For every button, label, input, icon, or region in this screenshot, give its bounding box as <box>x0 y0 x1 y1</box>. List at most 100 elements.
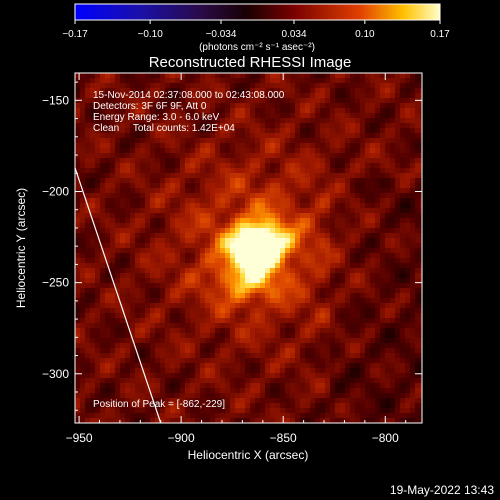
heatmap-cell <box>275 138 280 143</box>
heatmap-cell <box>245 353 250 358</box>
heatmap-cell <box>235 283 240 288</box>
heatmap-cell <box>125 93 130 98</box>
colorbar-tick-label: −0.17 <box>62 29 88 40</box>
heatmap-cell <box>180 98 185 103</box>
heatmap-cell <box>135 118 140 123</box>
heatmap-cell <box>155 198 160 203</box>
heatmap-cell <box>200 408 205 413</box>
heatmap-cell <box>130 83 135 88</box>
heatmap-cell <box>180 333 185 338</box>
heatmap-cell <box>195 128 200 133</box>
heatmap-cell <box>360 263 365 268</box>
heatmap-cell <box>100 253 105 258</box>
heatmap-cell <box>370 128 375 133</box>
heatmap-cell <box>210 118 215 123</box>
heatmap-cell <box>175 73 180 78</box>
heatmap-cell <box>375 123 380 128</box>
heatmap-cell <box>325 173 330 178</box>
heatmap-cell <box>75 343 80 348</box>
heatmap-cell <box>370 113 375 118</box>
heatmap-cell <box>250 403 255 408</box>
heatmap-cell <box>150 363 155 368</box>
heatmap-cell <box>400 123 405 128</box>
heatmap-cell <box>125 138 130 143</box>
heatmap-cell <box>415 283 420 288</box>
heatmap-cell <box>230 253 235 258</box>
heatmap-cell <box>305 123 310 128</box>
heatmap-cell <box>350 88 355 93</box>
heatmap-cell <box>170 348 175 353</box>
heatmap-cell <box>390 333 395 338</box>
heatmap-cell <box>215 353 220 358</box>
heatmap-cell <box>115 408 120 413</box>
heatmap-cell <box>270 288 275 293</box>
heatmap-cell <box>110 383 115 388</box>
heatmap-cell <box>150 133 155 138</box>
heatmap-cell <box>85 358 90 363</box>
heatmap-cell <box>300 133 305 138</box>
heatmap-cell <box>90 293 95 298</box>
heatmap-cell <box>150 398 155 403</box>
heatmap-cell <box>250 313 255 318</box>
annotation-energy-range: Energy Range: 3.0 - 6.0 keV <box>93 112 220 123</box>
heatmap-cell <box>375 93 380 98</box>
heatmap-cell <box>215 273 220 278</box>
heatmap-cell <box>315 123 320 128</box>
heatmap-cell <box>305 318 310 323</box>
heatmap-cell <box>85 298 90 303</box>
heatmap-cell <box>260 213 265 218</box>
heatmap-cell <box>135 98 140 103</box>
heatmap-cell <box>295 133 300 138</box>
heatmap-cell <box>145 233 150 238</box>
heatmap-cell <box>110 308 115 313</box>
heatmap-cell <box>150 128 155 133</box>
heatmap-cell <box>350 203 355 208</box>
heatmap-cell <box>225 358 230 363</box>
heatmap-cell <box>150 108 155 113</box>
heatmap-cell <box>100 298 105 303</box>
heatmap-cell <box>290 208 295 213</box>
heatmap-cell <box>245 373 250 378</box>
heatmap-cell <box>260 123 265 128</box>
heatmap-cell <box>245 253 250 258</box>
heatmap-cell <box>220 263 225 268</box>
heatmap-cell <box>195 193 200 198</box>
heatmap-cell <box>365 328 370 333</box>
heatmap-cell <box>120 83 125 88</box>
heatmap-cell <box>175 153 180 158</box>
heatmap-cell <box>405 368 410 373</box>
heatmap-cell <box>175 193 180 198</box>
heatmap-cell <box>380 218 385 223</box>
heatmap-cell <box>190 188 195 193</box>
heatmap-cell <box>125 183 130 188</box>
heatmap-cell <box>175 393 180 398</box>
heatmap-cell <box>245 263 250 268</box>
heatmap-cell <box>190 183 195 188</box>
heatmap-cell <box>185 313 190 318</box>
heatmap-cell <box>370 213 375 218</box>
heatmap-cell <box>110 373 115 378</box>
heatmap-cell <box>255 148 260 153</box>
heatmap-cell <box>330 293 335 298</box>
heatmap-cell <box>120 158 125 163</box>
heatmap-cell <box>240 138 245 143</box>
heatmap-cell <box>390 283 395 288</box>
heatmap-cell <box>120 298 125 303</box>
heatmap-cell <box>375 173 380 178</box>
heatmap-cell <box>385 408 390 413</box>
heatmap-cell <box>415 158 420 163</box>
heatmap-cell <box>410 343 415 348</box>
heatmap-cell <box>315 383 320 388</box>
heatmap-cell <box>280 228 285 233</box>
heatmap-cell <box>305 188 310 193</box>
heatmap-cell <box>110 208 115 213</box>
heatmap-cell <box>270 133 275 138</box>
heatmap-cell <box>180 378 185 383</box>
heatmap-cell <box>185 368 190 373</box>
heatmap-cell <box>290 143 295 148</box>
heatmap-cell <box>105 343 110 348</box>
heatmap-cell <box>230 348 235 353</box>
heatmap-cell <box>270 178 275 183</box>
heatmap-cell <box>195 108 200 113</box>
heatmap-cell <box>90 358 95 363</box>
